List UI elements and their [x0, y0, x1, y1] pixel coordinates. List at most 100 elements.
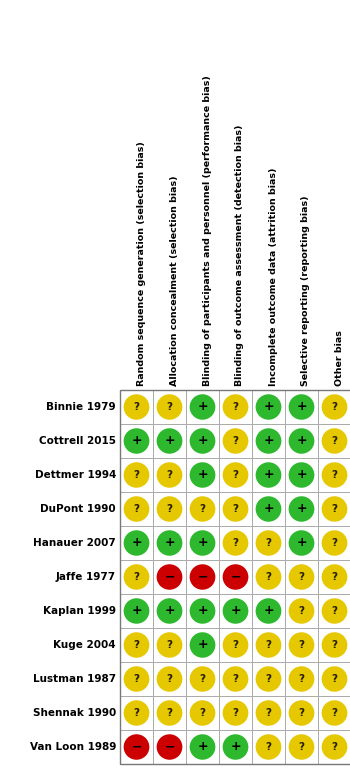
Ellipse shape: [289, 428, 314, 454]
Text: ?: ?: [331, 742, 337, 752]
Ellipse shape: [223, 700, 248, 726]
Bar: [186, 628, 219, 662]
Ellipse shape: [256, 564, 281, 590]
Ellipse shape: [256, 700, 281, 726]
Ellipse shape: [322, 394, 347, 419]
Bar: [120, 424, 153, 458]
Text: ?: ?: [167, 504, 173, 514]
Text: ?: ?: [199, 504, 205, 514]
Bar: [318, 492, 350, 526]
Ellipse shape: [223, 428, 248, 454]
Bar: [153, 594, 186, 628]
Bar: [219, 390, 252, 424]
Text: DuPont 1990: DuPont 1990: [40, 504, 116, 514]
Text: Hanauer 2007: Hanauer 2007: [33, 538, 116, 548]
Ellipse shape: [190, 734, 215, 759]
Bar: [252, 560, 285, 594]
Ellipse shape: [157, 530, 182, 556]
Ellipse shape: [322, 530, 347, 556]
Text: ?: ?: [133, 504, 140, 514]
Text: ?: ?: [331, 504, 337, 514]
Ellipse shape: [190, 666, 215, 692]
Bar: [153, 696, 186, 730]
Ellipse shape: [190, 700, 215, 726]
Bar: [120, 526, 153, 560]
Text: ?: ?: [331, 436, 337, 446]
Bar: [120, 662, 153, 696]
Ellipse shape: [124, 564, 149, 590]
Text: +: +: [296, 400, 307, 413]
Bar: [120, 696, 153, 730]
Text: ?: ?: [167, 708, 173, 718]
Ellipse shape: [289, 632, 314, 658]
Ellipse shape: [124, 734, 149, 759]
Ellipse shape: [256, 734, 281, 759]
Ellipse shape: [157, 497, 182, 522]
Text: +: +: [296, 469, 307, 482]
Text: +: +: [263, 469, 274, 482]
Text: ?: ?: [299, 572, 304, 582]
Bar: [285, 526, 318, 560]
Ellipse shape: [223, 632, 248, 658]
Text: ?: ?: [167, 402, 173, 412]
Bar: [186, 458, 219, 492]
Ellipse shape: [223, 598, 248, 624]
Text: Cottrell 2015: Cottrell 2015: [39, 436, 116, 446]
Bar: [252, 458, 285, 492]
Ellipse shape: [157, 394, 182, 419]
Ellipse shape: [322, 666, 347, 692]
Ellipse shape: [223, 530, 248, 556]
Text: +: +: [263, 503, 274, 516]
Ellipse shape: [322, 700, 347, 726]
Bar: [219, 458, 252, 492]
Text: Lustman 1987: Lustman 1987: [33, 674, 116, 684]
Text: Selective reporting (reporting bias): Selective reporting (reporting bias): [301, 195, 310, 386]
Bar: [285, 492, 318, 526]
Text: +: +: [197, 537, 208, 550]
Ellipse shape: [289, 564, 314, 590]
Bar: [153, 458, 186, 492]
Ellipse shape: [223, 734, 248, 759]
Text: −: −: [197, 571, 208, 584]
Text: Kuge 2004: Kuge 2004: [53, 640, 116, 650]
Ellipse shape: [157, 700, 182, 726]
Text: ?: ?: [133, 708, 140, 718]
Text: ?: ?: [299, 674, 304, 684]
Ellipse shape: [190, 463, 215, 488]
Ellipse shape: [289, 700, 314, 726]
Ellipse shape: [124, 463, 149, 488]
Text: ?: ?: [133, 470, 140, 480]
Text: ?: ?: [167, 470, 173, 480]
Ellipse shape: [223, 497, 248, 522]
Text: −: −: [230, 571, 241, 584]
Ellipse shape: [157, 428, 182, 454]
Ellipse shape: [157, 564, 182, 590]
Text: ?: ?: [232, 436, 238, 446]
Bar: [153, 628, 186, 662]
Text: +: +: [131, 537, 142, 550]
Text: Van Loon 1989: Van Loon 1989: [30, 742, 116, 752]
Text: +: +: [164, 537, 175, 550]
Bar: [252, 492, 285, 526]
Text: ?: ?: [331, 572, 337, 582]
Bar: [318, 594, 350, 628]
Text: +: +: [230, 740, 241, 753]
Text: ?: ?: [266, 640, 272, 650]
Text: ?: ?: [266, 742, 272, 752]
Ellipse shape: [256, 428, 281, 454]
Text: ?: ?: [167, 640, 173, 650]
Bar: [120, 594, 153, 628]
Ellipse shape: [289, 598, 314, 624]
Text: Allocation concealment (selection bias): Allocation concealment (selection bias): [169, 175, 178, 386]
Text: Dettmer 1994: Dettmer 1994: [35, 470, 116, 480]
Ellipse shape: [322, 598, 347, 624]
Text: +: +: [263, 435, 274, 447]
Text: ?: ?: [133, 402, 140, 412]
Bar: [153, 424, 186, 458]
Bar: [120, 390, 350, 764]
Ellipse shape: [124, 497, 149, 522]
Bar: [252, 390, 285, 424]
Bar: [219, 424, 252, 458]
Ellipse shape: [190, 564, 215, 590]
Ellipse shape: [157, 666, 182, 692]
